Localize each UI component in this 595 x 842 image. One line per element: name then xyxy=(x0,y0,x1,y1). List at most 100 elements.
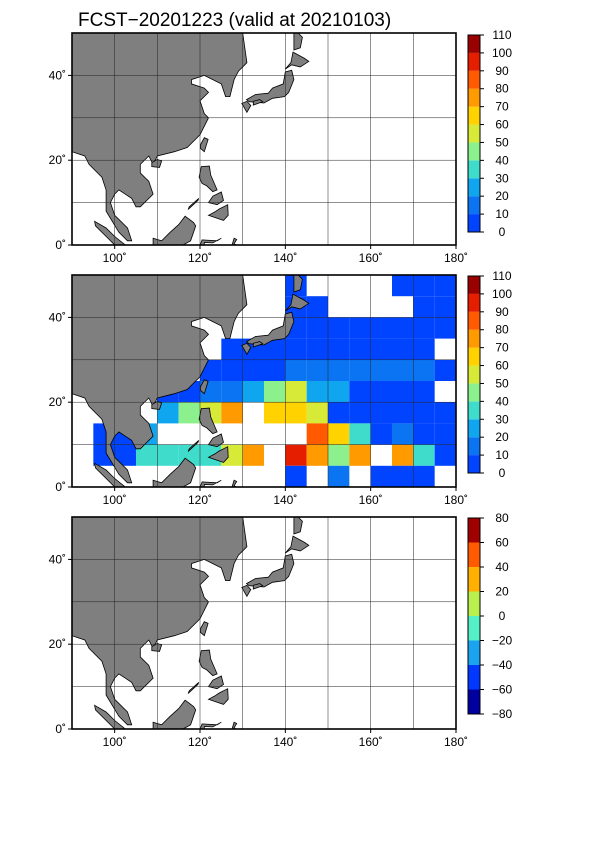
data-cell xyxy=(413,359,435,381)
data-cell xyxy=(392,444,414,466)
colorbar-swatch xyxy=(468,35,480,53)
data-cell xyxy=(413,275,435,297)
data-cell xyxy=(413,296,435,318)
land-polygon xyxy=(293,33,303,51)
land-polygon xyxy=(94,220,126,245)
map-panel-observed: 100˚ 120˚ 140˚ 160˚ 180˚ 0˚ 20˚ 40˚ xyxy=(49,274,468,507)
colorbar-label: 20 xyxy=(495,189,509,203)
colorbar-swatch xyxy=(468,616,480,641)
colorbar-swatch xyxy=(468,142,480,161)
land-polygon xyxy=(285,293,310,312)
data-cell xyxy=(434,423,456,445)
data-cell xyxy=(264,402,286,424)
graticule xyxy=(72,33,456,245)
colorbar-label: 40 xyxy=(495,560,509,574)
data-cell xyxy=(221,402,243,424)
colorbar-label: 10 xyxy=(495,448,509,462)
data-cell xyxy=(328,465,350,487)
land-polygon xyxy=(252,583,264,590)
data-cell xyxy=(306,338,328,360)
colorbar-swatch xyxy=(468,401,480,420)
lat-tick-label: 20˚ xyxy=(49,153,66,167)
colorbar-label: 90 xyxy=(495,305,509,319)
data-cell xyxy=(328,423,350,445)
lat-tick-label: 40˚ xyxy=(49,68,66,82)
land-polygon xyxy=(199,379,209,395)
data-cell xyxy=(306,423,328,445)
data-cell xyxy=(370,338,392,360)
data-cell xyxy=(328,359,350,381)
data-cell xyxy=(285,381,307,403)
land-polygon xyxy=(94,704,126,729)
data-cell xyxy=(349,359,371,381)
colorbar-swatch xyxy=(468,419,480,438)
lon-tick-label: 140˚ xyxy=(273,251,297,265)
colorbar-forecast: 0 10 20 30 40 50 60 70 80 90 100 110 xyxy=(467,28,512,239)
data-cell xyxy=(285,402,307,424)
colorbar-swatch xyxy=(468,178,480,197)
colorbar-label: −40 xyxy=(492,658,513,672)
data-cell xyxy=(434,444,456,466)
colorbar-swatch xyxy=(468,124,480,143)
land-polygon xyxy=(207,688,229,705)
data-cell xyxy=(392,275,414,297)
land-polygon xyxy=(187,682,200,694)
data-cell xyxy=(264,338,286,360)
lat-tick-label: 40˚ xyxy=(49,552,66,566)
data-cell xyxy=(157,402,179,424)
data-cell xyxy=(370,317,392,339)
lon-tick-label: 160˚ xyxy=(359,251,383,265)
colorbar-label: 0 xyxy=(499,225,506,239)
land-mass xyxy=(72,275,310,487)
land-polygon xyxy=(207,446,229,463)
colorbar-swatch xyxy=(468,665,480,690)
data-cell xyxy=(242,359,264,381)
colorbar-label: 90 xyxy=(495,64,509,78)
data-cell xyxy=(221,359,243,381)
frame-border xyxy=(71,274,457,488)
data-cell xyxy=(285,465,307,487)
data-cell xyxy=(221,381,243,403)
land-mass xyxy=(72,517,310,729)
data-cell xyxy=(328,338,350,360)
land-polygon xyxy=(187,198,200,210)
land-polygon xyxy=(252,99,264,106)
land-polygon xyxy=(72,517,248,726)
map-panel-difference: 100˚ 120˚ 140˚ 160˚ 180˚ 0˚ 20˚ 40˚ xyxy=(49,516,468,749)
data-cell xyxy=(328,402,350,424)
colorbar-swatch xyxy=(468,542,480,567)
land-polygon xyxy=(207,204,229,221)
lon-tick-label: 140˚ xyxy=(273,735,297,749)
data-cell xyxy=(413,338,435,360)
colorbar-swatch xyxy=(468,689,480,714)
colorbar-label: 0 xyxy=(499,466,506,480)
colorbar-swatch xyxy=(468,567,480,592)
land-polygon xyxy=(187,440,200,452)
frame-border xyxy=(71,516,457,730)
colorbar-swatch xyxy=(468,455,480,473)
colorbar-label: 20 xyxy=(495,585,509,599)
lon-tick-label: 160˚ xyxy=(359,493,383,507)
colorbar-swatch xyxy=(468,640,480,665)
data-cell xyxy=(434,275,456,297)
data-cell xyxy=(328,317,350,339)
colorbar-label: 20 xyxy=(495,430,509,444)
colorbar-label: 0 xyxy=(499,609,506,623)
lat-tick-label: 0˚ xyxy=(55,722,66,736)
colorbar-swatch xyxy=(468,88,480,107)
data-cell xyxy=(434,359,456,381)
colorbar-swatch xyxy=(468,365,480,384)
colorbar-label: 70 xyxy=(495,341,509,355)
colorbar-swatch xyxy=(468,591,480,616)
data-cell xyxy=(349,338,371,360)
land-polygon xyxy=(198,649,218,677)
data-cell xyxy=(392,381,414,403)
data-cell xyxy=(392,465,414,487)
colorbar-swatch xyxy=(468,311,480,330)
map-frame xyxy=(71,516,457,730)
lon-tick-label: 180˚ xyxy=(444,735,468,749)
data-cell xyxy=(285,444,307,466)
colorbar-swatch xyxy=(468,160,480,179)
data-cell xyxy=(285,338,307,360)
graticule xyxy=(72,275,456,487)
